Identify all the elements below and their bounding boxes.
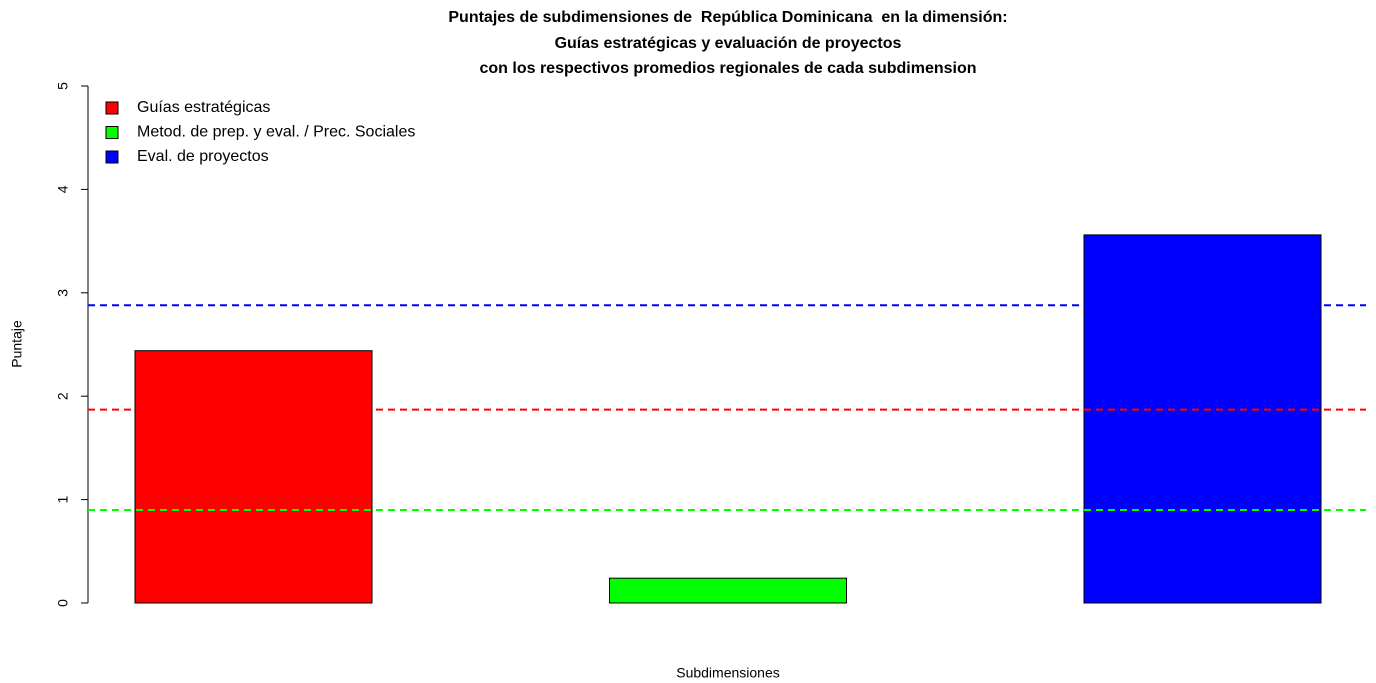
- chart-title: Puntajes de subdimensiones de República …: [448, 9, 1007, 26]
- legend-label: Metod. de prep. y eval. / Prec. Sociales: [137, 124, 415, 141]
- y-tick-label: 1: [55, 495, 71, 503]
- y-tick-label: 5: [55, 82, 71, 90]
- y-tick-label: 2: [55, 392, 71, 400]
- legend-label: Eval. de proyectos: [137, 148, 269, 165]
- y-tick-label: 0: [55, 599, 71, 607]
- bar: [134, 350, 373, 604]
- legend-label: Guías estratégicas: [137, 99, 270, 116]
- y-tick-label: 4: [55, 185, 71, 193]
- x-axis-label: Subdimensiones: [676, 665, 780, 681]
- legend-swatch: [105, 150, 119, 164]
- legend-swatch: [105, 101, 119, 115]
- y-tick-label: 3: [55, 289, 71, 297]
- bar: [609, 577, 847, 604]
- y-axis-label: Puntaje: [9, 320, 25, 368]
- bar: [1083, 234, 1322, 604]
- legend-swatch: [105, 126, 119, 139]
- chart-title: Guías estratégicas y evaluación de proye…: [555, 35, 902, 52]
- chart-title: con los respectivos promedios regionales…: [479, 60, 976, 77]
